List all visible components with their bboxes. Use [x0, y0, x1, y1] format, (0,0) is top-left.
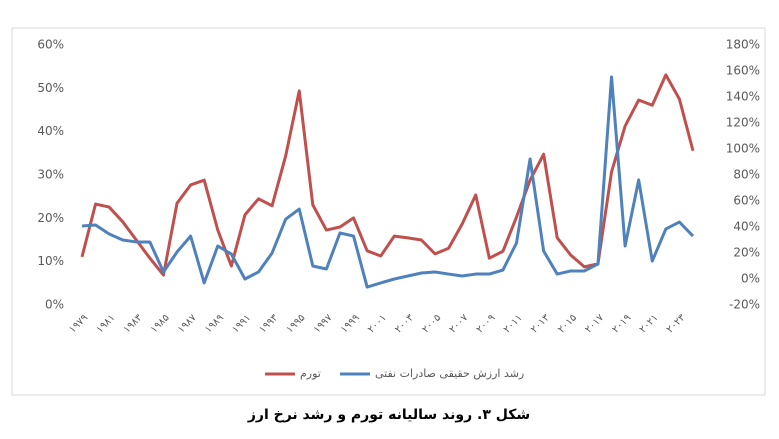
y2-tick-label: 0%	[741, 272, 760, 286]
y-tick-label: 20%	[37, 211, 64, 225]
y2-tick-label: -20%	[729, 298, 760, 312]
y2-tick-label: 20%	[733, 246, 760, 260]
series-line	[80, 73, 695, 277]
chart-frame	[11, 27, 766, 396]
series-line	[81, 75, 695, 289]
y2-tick-label: 60%	[733, 194, 760, 208]
y2-tick-label: 40%	[733, 220, 760, 234]
y-tick-label: 0%	[45, 298, 64, 312]
y2-tick-label: 160%	[726, 64, 760, 78]
y-tick-label: 40%	[37, 124, 64, 138]
y2-tick-label: 100%	[726, 142, 760, 156]
y2-tick-label: 140%	[726, 90, 760, 104]
y2-tick-label: 120%	[726, 116, 760, 130]
y-tick-label: 30%	[37, 168, 64, 182]
caption: شکل ۳. روند سالیانه تورم و رشد نرخ ارز	[247, 407, 530, 423]
y-tick-label: 10%	[37, 254, 64, 268]
y-tick-label: 50%	[37, 81, 64, 95]
legend-label: تورم	[300, 367, 321, 380]
y2-tick-label: 180%	[726, 38, 760, 52]
y-tick-label: 60%	[37, 38, 64, 52]
legend-label: رشد ارزش حقیقی صادرات نفتی	[375, 367, 524, 380]
y2-tick-label: 80%	[733, 168, 760, 182]
